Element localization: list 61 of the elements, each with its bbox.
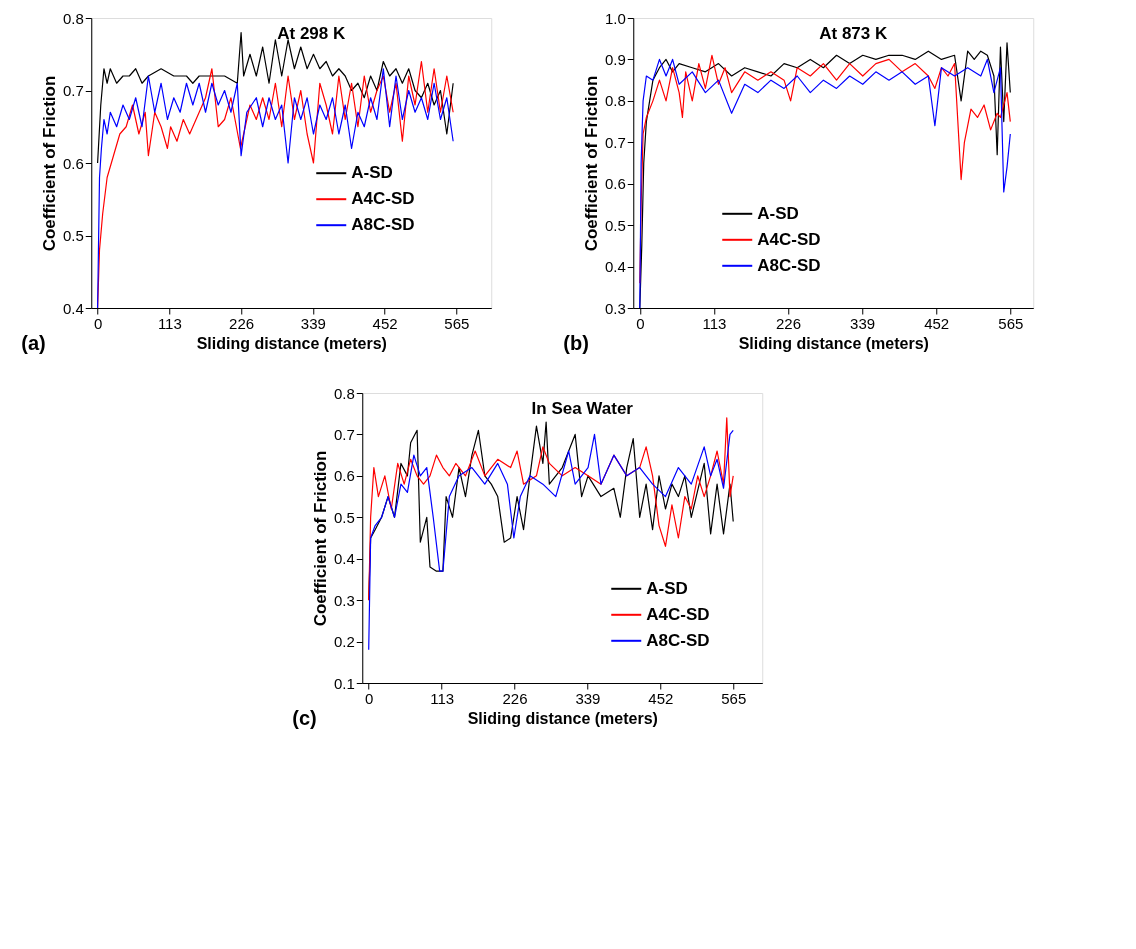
text: (b)	[563, 332, 589, 354]
y-tick-label: 0.3	[604, 299, 626, 317]
y-tick-label: 0.3	[333, 591, 355, 609]
y-tick-label: 1.0	[604, 9, 626, 27]
legend-label: A-SD	[351, 163, 393, 183]
y-tick-label: 0.7	[604, 133, 626, 151]
text: (a)	[21, 332, 46, 354]
x-tick-label: 565	[721, 689, 747, 707]
x-tick-label: 0	[636, 314, 645, 332]
x-tick-label: 113	[430, 689, 455, 707]
x-tick-label: 113	[702, 314, 727, 332]
legend-label: A4C-SD	[646, 604, 710, 624]
x-tick-label: 0	[365, 689, 374, 707]
y-tick-label: 0.5	[604, 216, 626, 234]
x-axis-title: Sliding distance (meters)	[738, 334, 929, 352]
legend-label: A4C-SD	[757, 229, 821, 249]
y-tick-label: 0.6	[604, 175, 626, 193]
y-tick-label: 0.1	[333, 674, 355, 692]
y-tick-label: 0.4	[333, 550, 355, 568]
x-tick-label: 226	[229, 314, 255, 332]
legend-label: A4C-SD	[351, 189, 415, 209]
x-tick-label: 452	[648, 689, 674, 707]
y-tick-label: 0.8	[333, 384, 355, 402]
chart-title: At 298 K	[277, 24, 346, 43]
y-axis-title: Coefficient of Friction	[39, 75, 59, 252]
x-tick-label: 226	[775, 314, 802, 332]
chart-title: In Sea Water	[531, 399, 634, 418]
legend-label: A8C-SD	[351, 215, 415, 235]
x-axis-title: Sliding distance (meters)	[467, 709, 658, 727]
line-series	[368, 429, 734, 651]
y-tick-label: 0.4	[62, 299, 84, 317]
text: (c)	[292, 707, 317, 729]
x-tick-label: 565	[444, 314, 470, 332]
y-axis-title: Coefficient of Friction	[581, 75, 601, 252]
y-tick-label: 0.5	[333, 508, 355, 526]
x-tick-label: 0	[93, 314, 103, 332]
y-tick-label: 0.7	[333, 425, 355, 443]
y-tick-label: 0.8	[62, 9, 84, 27]
x-tick-label: 113	[157, 314, 182, 332]
x-tick-label: 339	[850, 314, 876, 332]
x-tick-label: 339	[300, 314, 326, 332]
x-tick-label: 565	[998, 314, 1024, 332]
legend-label: A8C-SD	[757, 255, 821, 275]
y-tick-label: 0.2	[333, 633, 355, 651]
y-tick-label: 0.4	[604, 258, 626, 276]
y-tick-label: 0.6	[62, 154, 84, 172]
y-axis-title: Coefficient of Friction	[310, 450, 330, 627]
y-tick-label: 0.8	[604, 92, 626, 110]
x-axis-title: Sliding distance (meters)	[196, 334, 387, 352]
x-tick-label: 452	[924, 314, 950, 332]
y-tick-label: 0.7	[62, 82, 84, 99]
chart-title: At 873 K	[819, 24, 888, 43]
legend-label: A8C-SD	[646, 630, 710, 650]
legend-label: A-SD	[646, 578, 688, 598]
x-tick-label: 452	[372, 314, 398, 332]
legend-label: A-SD	[757, 203, 799, 223]
x-tick-label: 226	[502, 689, 528, 707]
y-tick-label: 0.9	[604, 50, 626, 68]
x-tick-label: 339	[575, 689, 601, 707]
y-tick-label: 0.6	[333, 467, 355, 485]
y-tick-label: 0.5	[62, 227, 84, 244]
